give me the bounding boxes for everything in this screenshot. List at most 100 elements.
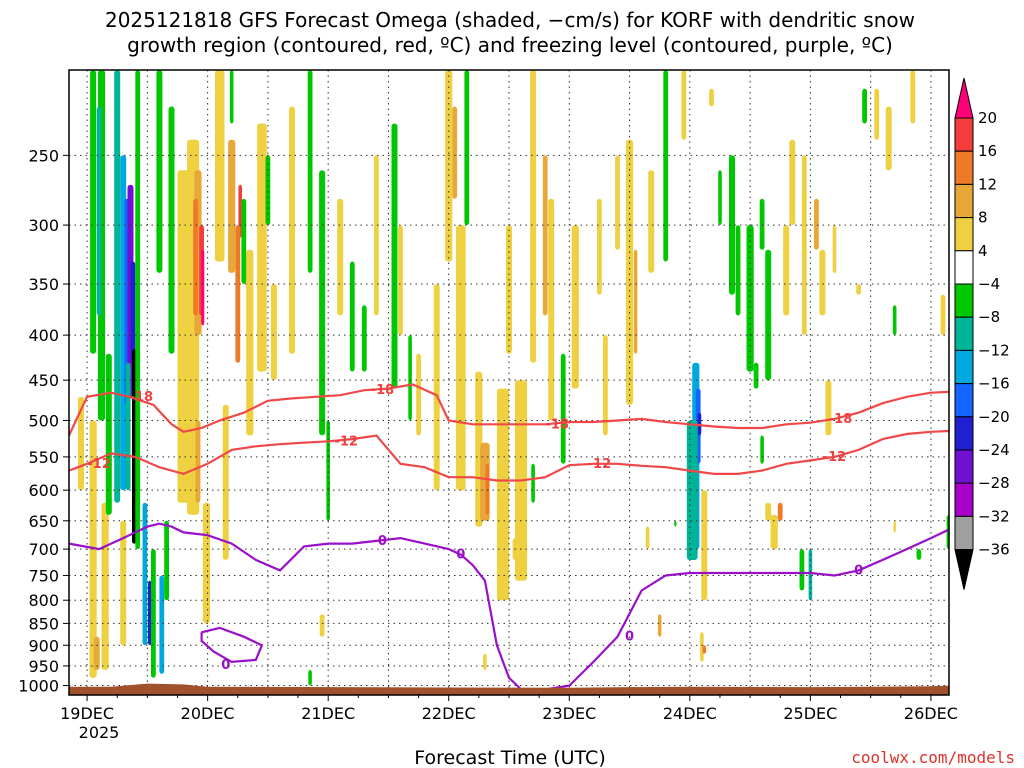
omega-patch	[257, 123, 267, 372]
y-tick-label: 850	[28, 614, 59, 633]
omega-patch	[228, 139, 236, 273]
omega-patch	[892, 305, 897, 336]
omega-patch	[674, 520, 677, 527]
y-tick-label: 400	[28, 326, 59, 345]
omega-patch	[799, 549, 805, 591]
omega-patch	[159, 575, 165, 674]
colorbar-label: 8	[978, 209, 988, 227]
omega-patch	[770, 514, 778, 550]
colorbar-label: 12	[978, 175, 997, 193]
omega-patch	[433, 284, 440, 491]
omega-patch	[709, 88, 714, 107]
x-axis: 19DEC 20DEC 21DEC 22DEC 23DEC 24DEC 25DEC 26DEC	[60, 695, 958, 723]
x-tick-label: 21DEC	[301, 704, 355, 723]
omega-patch	[825, 380, 832, 436]
omega-patch	[202, 502, 210, 624]
omega-patch	[700, 632, 704, 662]
contour-minus12-label: -12	[335, 434, 359, 449]
contour-minus18-label: -18	[545, 417, 569, 432]
contour-minus12-label: -12	[87, 457, 111, 472]
omega-patch	[940, 294, 946, 336]
colorbar-segment	[954, 250, 974, 285]
contour-minus18-label: -18	[829, 412, 853, 427]
omega-patch	[238, 184, 242, 238]
y-tick-label: 1000	[18, 677, 59, 696]
omega-patch	[130, 261, 136, 363]
omega-patch	[222, 404, 229, 560]
omega-patch	[93, 636, 100, 670]
omega-patch	[663, 70, 669, 262]
omega-patch	[729, 155, 735, 295]
omega-patch	[832, 225, 837, 273]
chart-title-line-1: 2025121818 GFS Forecast Omega (shaded, −…	[105, 8, 915, 32]
omega-patch	[464, 70, 470, 226]
omega-patch	[485, 463, 490, 515]
terrain	[69, 683, 949, 695]
x-axis-title: Forecast Time (UTC)	[414, 747, 605, 768]
credit-text: coolwx.com/models	[851, 748, 1015, 767]
colorbar-segment	[954, 183, 974, 219]
omega-patch	[783, 225, 790, 316]
grid-lines	[69, 70, 949, 695]
omega-patch	[120, 520, 127, 646]
colorbar-label: −8	[978, 308, 1000, 326]
y-tick-label: 700	[28, 540, 59, 559]
colorbar-bottom-arrow	[954, 549, 974, 590]
omega-patch	[270, 284, 277, 381]
omega-patch	[789, 139, 796, 225]
omega-patch	[307, 70, 313, 273]
chart-title-line-2: growth region (contoured, red, ºC) and f…	[127, 33, 893, 57]
omega-patch	[125, 362, 131, 491]
omega-patch	[398, 225, 403, 336]
contour-minus18	[69, 383, 949, 436]
omega-patch	[657, 614, 662, 637]
omega-patch	[548, 198, 555, 421]
colorbar-segment	[954, 283, 974, 318]
omega-patch	[856, 284, 861, 295]
omega-patch	[687, 490, 693, 550]
omega-patch	[201, 249, 205, 326]
omega-patch	[808, 549, 813, 601]
x-tick-label: 22DEC	[422, 704, 476, 723]
omega-patch	[753, 362, 759, 389]
omega-patch	[735, 225, 741, 316]
colorbar-label: −32	[978, 507, 1010, 525]
omega-patch	[801, 155, 807, 336]
colorbar-segment	[954, 150, 974, 185]
omega-patch	[361, 305, 367, 372]
x-tick-label: 20DEC	[181, 704, 235, 723]
omega-patch	[603, 335, 608, 436]
omega-patch	[697, 412, 702, 436]
contour-freezing-level-label: 0	[625, 630, 634, 645]
omega-patch	[177, 170, 190, 503]
omega-patch	[195, 420, 201, 503]
y-tick-label: 450	[28, 371, 59, 390]
omega-patch	[765, 249, 772, 381]
contour-minus12-label: -12	[588, 457, 612, 472]
omega-patch	[916, 549, 922, 560]
omega-patch	[765, 502, 772, 521]
omega-patch	[235, 225, 241, 363]
omega-patch	[156, 70, 163, 273]
x-year-label: 2025	[79, 723, 120, 742]
omega-patch	[506, 225, 512, 354]
omega-patch	[391, 123, 398, 389]
omega-patch	[759, 198, 765, 250]
contour-freezing-level-label: 0	[456, 548, 465, 563]
colorbar-label: −36	[978, 541, 1010, 559]
colorbar-label: −12	[978, 341, 1010, 359]
y-tick-label: 500	[28, 411, 59, 430]
y-tick-label: 600	[28, 481, 59, 500]
colorbar-segment	[954, 416, 974, 451]
omega-patch	[819, 249, 826, 316]
colorbar-top-arrow	[954, 77, 974, 119]
omega-patch	[531, 463, 535, 503]
colorbar-segment	[954, 383, 974, 418]
omega-patch	[164, 520, 169, 601]
omega-patch	[874, 88, 880, 140]
contour-freezing-level-label: 0	[854, 563, 863, 578]
omega-patch	[701, 490, 708, 601]
omega-patch	[349, 261, 355, 372]
colorbar-segment	[954, 449, 974, 484]
